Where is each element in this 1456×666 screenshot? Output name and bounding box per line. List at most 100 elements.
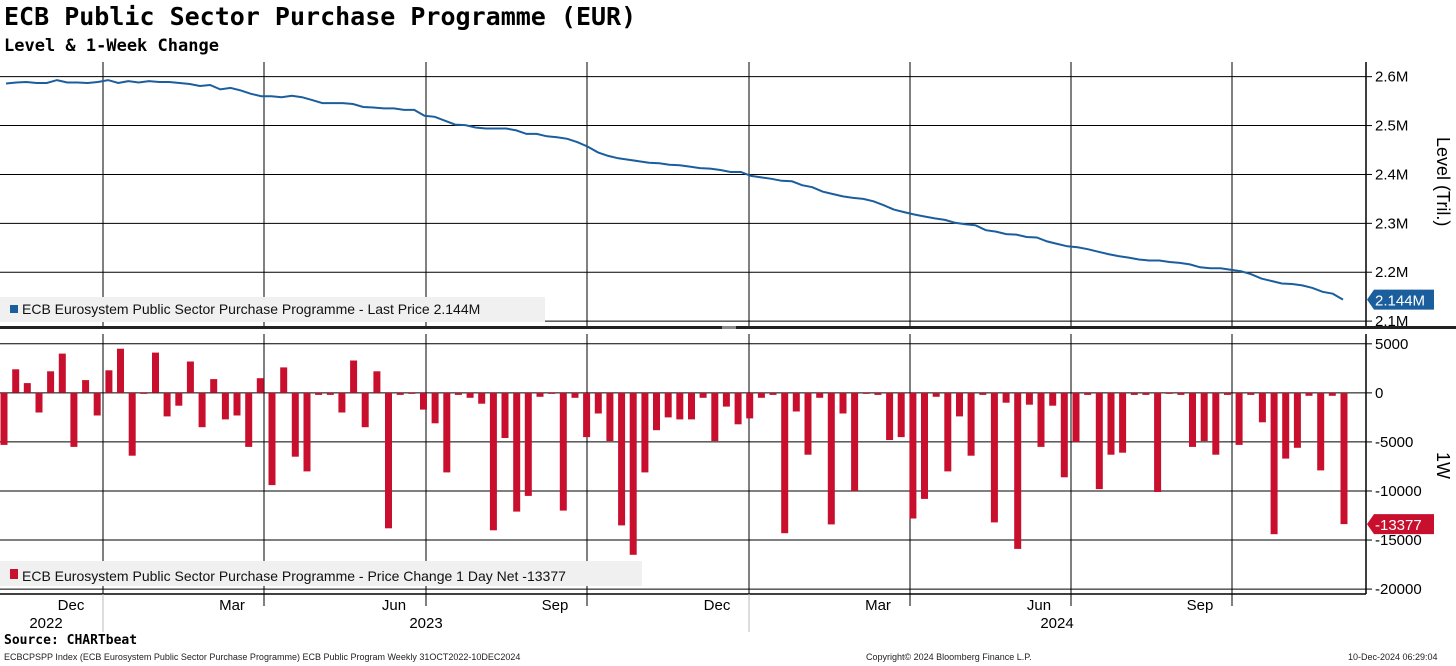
bar-35 (408, 392, 416, 394)
legend-lower-label: ECB Eurosystem Public Sector Purchase Pr… (22, 568, 566, 584)
bar-99 (1154, 392, 1162, 492)
bar-113 (1317, 392, 1325, 471)
last-value-tag-lower (1367, 514, 1434, 535)
bar-1 (12, 369, 20, 393)
bar-56 (653, 392, 660, 431)
bar-38 (443, 392, 451, 473)
bar-34 (396, 392, 404, 395)
bar-90 (1049, 392, 1057, 406)
ytick-lower-label: -10000 (1375, 483, 1422, 500)
bar-6 (70, 392, 78, 447)
bar-102 (1189, 392, 1196, 447)
bar-84 (979, 392, 987, 395)
bar-74 (862, 392, 870, 394)
bar-58 (676, 392, 684, 420)
bar-110 (1282, 392, 1290, 459)
lower-grid (0, 334, 1366, 594)
bar-70 (816, 392, 824, 398)
ytick-lower-label: 5000 (1375, 336, 1408, 353)
xtick-month-label: Dec (58, 597, 85, 614)
bar-60 (699, 392, 707, 398)
xtick-month-label: Sep (542, 597, 569, 614)
panel-divider-handle (722, 326, 736, 329)
bar-5 (58, 353, 66, 393)
bar-78 (909, 392, 917, 519)
bar-31 (361, 392, 369, 428)
xtick-month-label: Mar (865, 597, 891, 614)
x-axis: Dec Mar Jun Sep Dec Mar Jun Sep 2022 2023 2024 (29, 594, 1233, 632)
bar-87 (1014, 392, 1022, 549)
bar-104 (1212, 392, 1220, 455)
bar-94 (1095, 392, 1103, 490)
level-line (5, 79, 1344, 301)
bar-41 (478, 392, 486, 404)
bar-65 (757, 392, 765, 398)
bar-26 (303, 392, 311, 472)
y-axis-title-lower: 1W (1433, 452, 1453, 479)
bar-45 (524, 392, 532, 496)
ytick-lower-label: 0 (1375, 385, 1383, 402)
bar-0 (0, 392, 8, 445)
bar-10 (117, 348, 124, 393)
bar-49 (571, 392, 579, 398)
xtick-year-label: 2023 (409, 615, 442, 632)
bar-72 (839, 392, 847, 414)
bar-67 (781, 392, 789, 534)
xtick-month-label: Dec (704, 597, 731, 614)
bar-2 (23, 383, 31, 393)
legend-upper: ECB Eurosystem Public Sector Purchase Pr… (0, 297, 545, 322)
bar-39 (454, 392, 462, 395)
bar-91 (1060, 392, 1068, 478)
y-axis-title-upper: Level (Tril.) (1433, 137, 1453, 226)
bar-19 (221, 392, 229, 420)
bar-62 (722, 392, 730, 407)
bar-46 (536, 392, 544, 397)
bar-92 (1072, 392, 1080, 442)
footer-copyright: Copyright© 2024 Bloomberg Finance L.P. (866, 652, 1032, 662)
bar-75 (874, 392, 882, 395)
bar-24 (280, 367, 288, 393)
bar-33 (385, 392, 392, 529)
bar-36 (420, 392, 427, 410)
last-value-upper: 2.144M (1375, 293, 1425, 310)
chart-subtitle: Level & 1-Week Change (4, 36, 219, 56)
bar-48 (559, 392, 567, 511)
bar-55 (641, 392, 649, 473)
ytick-upper-label: 2.1M (1375, 313, 1408, 330)
bar-18 (210, 379, 218, 393)
bar-95 (1107, 392, 1115, 455)
bar-96 (1119, 392, 1127, 453)
ytick-upper-label: 2.4M (1375, 166, 1408, 183)
bar-54 (629, 392, 637, 555)
bar-86 (1002, 392, 1010, 403)
bar-27 (315, 392, 323, 395)
legend-upper-label: ECB Eurosystem Public Sector Purchase Pr… (22, 301, 480, 317)
bar-69 (804, 392, 812, 455)
xtick-year-label: 2024 (1040, 615, 1073, 632)
ytick-upper-label: 2.5M (1375, 118, 1408, 135)
xtick-month-label: Mar (219, 597, 245, 614)
bar-100 (1165, 392, 1173, 394)
bar-37 (431, 392, 439, 424)
bar-79 (921, 392, 928, 499)
bar-43 (501, 392, 509, 438)
bar-8 (93, 392, 101, 416)
bar-83 (967, 392, 975, 456)
bar-108 (1258, 392, 1266, 423)
bar-53 (618, 392, 626, 526)
bar-15 (175, 392, 183, 406)
bar-80 (932, 392, 940, 397)
bar-73 (851, 392, 859, 491)
bar-98 (1142, 392, 1150, 395)
legend-lower-swatch (10, 569, 18, 579)
bar-14 (163, 392, 171, 417)
bar-52 (606, 392, 614, 441)
bar-68 (792, 392, 800, 412)
bar-47 (548, 392, 556, 394)
bar-109 (1270, 392, 1278, 535)
bar-115 (1340, 392, 1348, 525)
bar-61 (711, 392, 719, 441)
xtick-month-label: Jun (382, 597, 406, 614)
bar-101 (1177, 392, 1185, 395)
bar-103 (1200, 392, 1208, 441)
